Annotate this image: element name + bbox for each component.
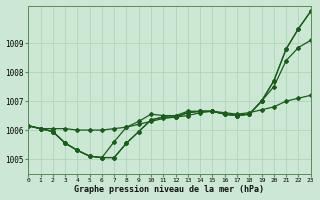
- X-axis label: Graphe pression niveau de la mer (hPa): Graphe pression niveau de la mer (hPa): [75, 185, 264, 194]
